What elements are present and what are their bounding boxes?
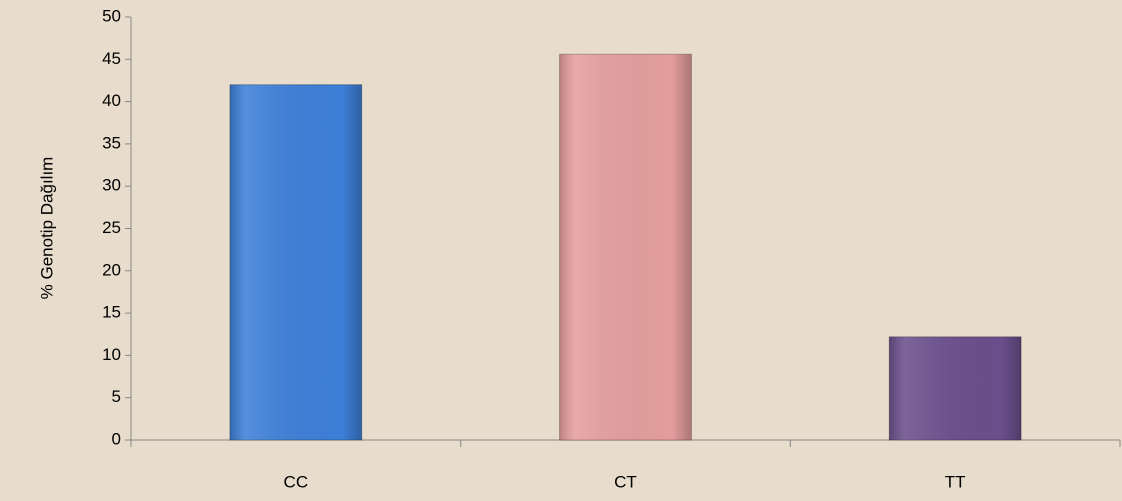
y-tick-label: 50 — [102, 6, 121, 25]
y-tick-label: 35 — [102, 133, 121, 152]
x-tick-label: TT — [945, 472, 966, 491]
y-tick-label: 10 — [102, 345, 121, 364]
y-tick-label: 30 — [102, 176, 121, 195]
bar — [229, 84, 363, 441]
y-tick-label: 45 — [102, 49, 121, 68]
bar — [559, 53, 692, 441]
y-tick-label: 15 — [102, 303, 121, 322]
y-tick-label: 0 — [112, 429, 121, 448]
y-tick-label: 20 — [102, 260, 121, 279]
bar — [888, 336, 1022, 441]
x-tick-label: CT — [614, 472, 637, 491]
x-tick-label: CC — [284, 472, 309, 491]
y-tick-label: 25 — [102, 218, 121, 237]
y-tick-label: 5 — [112, 387, 121, 406]
y-axis-label: % Genotip Dağılım — [37, 157, 56, 300]
y-tick-label: 40 — [102, 91, 121, 110]
